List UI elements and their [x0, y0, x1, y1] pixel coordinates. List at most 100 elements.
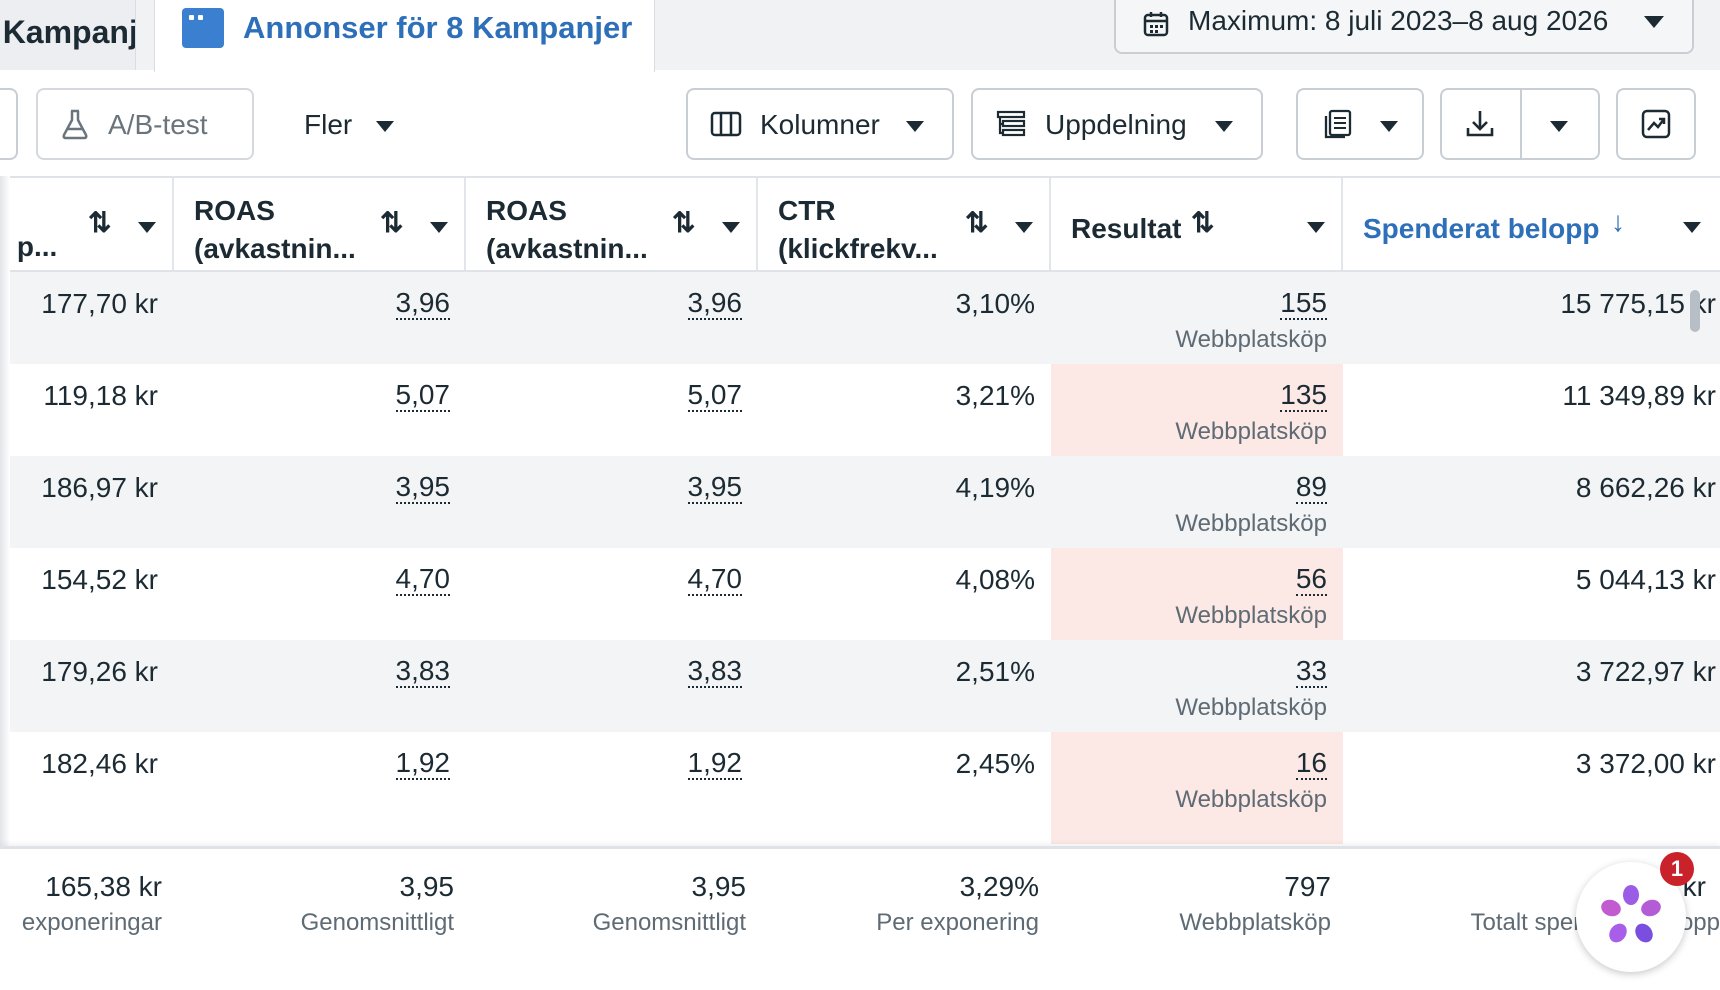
chevron-down-icon	[906, 121, 924, 132]
total-results: 797 Webbplatsköp	[1179, 871, 1331, 936]
sort-icon[interactable]: ⇅	[88, 207, 112, 238]
column-header-roas-2[interactable]: ROAS (avkastnin... ⇅	[466, 178, 758, 270]
breakdown-button[interactable]: Uppdelning	[971, 88, 1263, 160]
cost-cell: 119,18 kr	[0, 364, 174, 456]
sort-icon[interactable]: ⇅	[672, 207, 696, 238]
roas-1-cell-value[interactable]: 1,92	[395, 747, 450, 780]
roas-1-cell-value[interactable]: 3,96	[395, 287, 450, 320]
chevron-down-icon[interactable]	[1550, 121, 1568, 132]
total-roas-1: 3,95 Genomsnittligt	[300, 871, 454, 936]
cost-cell-value: 182,46 kr	[41, 748, 158, 779]
results-cell-value[interactable]: 135	[1280, 379, 1327, 412]
roas-1-cell: 3,83	[174, 640, 466, 732]
table-row[interactable]: 177,70 kr 3,96 3,96 3,10% 155 Webbplatsköp 15 …	[0, 272, 1720, 364]
more-button[interactable]: Fler	[282, 88, 412, 160]
results-type-label: Webbplatsköp	[1175, 786, 1327, 813]
export-button[interactable]	[1440, 88, 1600, 160]
table-row[interactable]: 182,46 kr 1,92 1,92 2,45% 16 Webbplatsköp 3 37…	[0, 732, 1720, 824]
chevron-down-icon[interactable]	[430, 222, 448, 233]
roas-2-cell-value[interactable]: 3,83	[687, 655, 742, 688]
roas-2-cell-value[interactable]: 1,92	[687, 747, 742, 780]
sort-icon[interactable]: ⇅	[1191, 207, 1215, 238]
columns-label: Kolumner	[760, 109, 880, 140]
tab-strip: 8 Kampanjer Annonser för 8 Kampanjer Max…	[0, 0, 1720, 72]
results-cell: 89 Webbplatsköp	[1051, 456, 1343, 548]
breakdown-label: Uppdelning	[1045, 109, 1187, 140]
table-row[interactable]: 154,52 kr 4,70 4,70 4,08% 56 Webbplatsköp 5 04…	[0, 548, 1720, 640]
column-header-spend[interactable]: Spenderat belopp ↓	[1343, 178, 1720, 270]
tab-ads[interactable]: Annonser för 8 Kampanjer	[154, 0, 655, 72]
ctr-cell: 4,19%	[758, 456, 1051, 548]
results-cell-value[interactable]: 33	[1295, 655, 1327, 688]
cost-cell: 179,26 kr	[0, 640, 174, 732]
sort-icon[interactable]: ⇅	[380, 207, 404, 238]
roas-2-cell-value[interactable]: 3,95	[687, 471, 742, 504]
table-row[interactable]: 186,97 kr 3,95 3,95 4,19% 89 Webbplatsköp 8 66…	[0, 456, 1720, 548]
roas-1-cell-value[interactable]: 5,07	[395, 379, 450, 412]
sort-icon[interactable]: ⇅	[965, 207, 989, 238]
chart-icon	[1641, 109, 1671, 139]
column-header-roas-1[interactable]: ROAS (avkastnin... ⇅	[174, 178, 466, 270]
table-row[interactable]: 179,26 kr 3,83 3,83 2,51% 33 Webbplatsköp 3 72…	[0, 640, 1720, 732]
spend-cell-value: 11 349,89 kr	[1562, 380, 1716, 411]
calendar-icon	[1143, 12, 1169, 37]
ctr-cell-value: 3,10%	[955, 288, 1035, 319]
results-cell: 155 Webbplatsköp	[1051, 272, 1343, 364]
tab-campaigns-label: 8 Kampanjer	[0, 14, 135, 50]
column-header-label: Resultat	[1071, 213, 1182, 244]
results-cell-value[interactable]: 16	[1295, 747, 1327, 780]
chevron-down-icon[interactable]	[138, 222, 156, 233]
column-header-label: ROAS (avkastnin...	[486, 195, 648, 264]
chevron-down-icon[interactable]	[1683, 222, 1701, 233]
ad-icon	[182, 8, 224, 48]
results-type-label: Webbplatsköp	[1175, 694, 1327, 721]
roas-2-cell-value[interactable]: 4,70	[687, 563, 742, 596]
spend-cell-value: 5 044,13 kr	[1575, 564, 1716, 595]
flask-icon	[62, 109, 88, 140]
chevron-down-icon[interactable]	[722, 222, 740, 233]
ab-test-button[interactable]: A/B-test	[36, 88, 254, 160]
roas-2-cell-value[interactable]: 3,96	[687, 287, 742, 320]
chevron-down-icon[interactable]	[1015, 222, 1033, 233]
spend-cell-value: 3 372,00 kr	[1575, 748, 1716, 779]
breakdown-icon	[996, 110, 1026, 137]
roas-1-cell: 3,96	[174, 272, 466, 364]
column-header-ctr[interactable]: CTR (klickfrekv... ⇅	[758, 178, 1051, 270]
results-cell-value[interactable]: 89	[1295, 471, 1327, 504]
ctr-cell-value: 2,51%	[955, 656, 1035, 687]
arrow-down-icon[interactable]: ↓	[1611, 206, 1625, 237]
column-header-label: ROAS (avkastnin...	[194, 195, 356, 264]
roas-1-cell-value[interactable]: 3,95	[395, 471, 450, 504]
spend-cell: 8 662,26 kr	[1343, 456, 1720, 548]
chevron-down-icon	[1215, 121, 1233, 132]
total-cost: 165,38 kr exponeringar	[21, 871, 162, 936]
roas-2-cell: 3,83	[466, 640, 758, 732]
spend-cell-value: 8 662,26 kr	[1575, 472, 1716, 503]
cost-cell-value: 154,52 kr	[41, 564, 158, 595]
cost-cell: 186,97 kr	[0, 456, 174, 548]
roas-2-cell-value[interactable]: 5,07	[687, 379, 742, 412]
tab-campaigns[interactable]: 8 Kampanjer	[0, 0, 136, 70]
roas-1-cell: 5,07	[174, 364, 466, 456]
chevron-down-icon[interactable]	[1307, 222, 1325, 233]
scrollbar[interactable]	[1690, 290, 1700, 332]
roas-2-cell: 3,96	[466, 272, 758, 364]
roas-1-cell: 1,92	[174, 732, 466, 824]
table-header: d p... ⇅ ROAS(avkastnin... ⇅ ROAS(avkast…	[0, 176, 1720, 272]
columns-button[interactable]: Kolumner	[686, 88, 954, 160]
date-range-picker[interactable]: Maximum: 8 juli 2023–8 aug 2026	[1114, 0, 1694, 54]
chevron-down-icon	[1380, 121, 1398, 132]
toolbar-button-clipped[interactable]	[0, 88, 18, 160]
roas-1-cell-value[interactable]: 4,70	[395, 563, 450, 596]
column-header-cost[interactable]: d p... ⇅	[0, 178, 174, 270]
spend-cell: 3 372,00 kr	[1343, 732, 1720, 824]
assistant-button[interactable]	[1576, 862, 1686, 972]
chart-button[interactable]	[1616, 88, 1696, 160]
results-cell-value[interactable]: 56	[1295, 563, 1327, 596]
column-header-results[interactable]: Resultat ⇅	[1051, 178, 1343, 270]
reports-button[interactable]	[1296, 88, 1424, 160]
roas-1-cell-value[interactable]: 3,83	[395, 655, 450, 688]
results-cell-value[interactable]: 155	[1280, 287, 1327, 320]
table-row[interactable]: 119,18 kr 5,07 5,07 3,21% 135 Webbplatsköp 11 …	[0, 364, 1720, 456]
results-type-label: Webbplatsköp	[1175, 326, 1327, 353]
